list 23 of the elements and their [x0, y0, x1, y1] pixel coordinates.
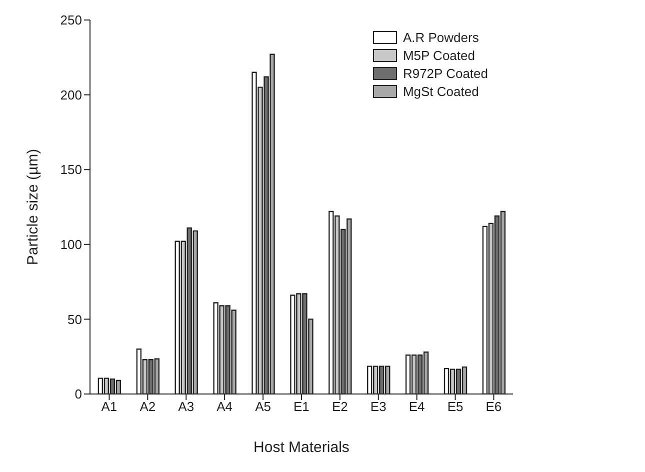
y-tick-label: 250 [60, 12, 82, 28]
x-tick-label: E3 [370, 399, 386, 414]
legend-label: R972P Coated [402, 66, 488, 81]
x-tick-label: A3 [178, 399, 194, 414]
x-tick-label: E5 [447, 399, 464, 414]
x-tick-label: A2 [140, 399, 156, 414]
legend-label: A.R Powders [402, 30, 479, 45]
x-tick-label: A5 [255, 399, 271, 414]
y-tick-label: 100 [60, 237, 82, 252]
legend-label: MgSt Coated [402, 84, 479, 99]
y-axis-title: Particle size (µm) [24, 148, 42, 266]
y-tick-label: 0 [74, 386, 82, 402]
x-tick-label: E6 [486, 399, 502, 414]
x-tick-label: E2 [332, 399, 348, 414]
x-axis-title: Host Materials [254, 439, 350, 456]
legend-label: M5P Coated [402, 48, 475, 63]
x-tick-label: A1 [101, 399, 118, 414]
y-tick-label: 50 [68, 312, 82, 327]
x-tick-label: A4 [216, 399, 233, 414]
y-tick-label: 200 [60, 87, 82, 102]
x-tick-label: E1 [294, 399, 310, 414]
y-tick-label: 150 [60, 162, 82, 178]
x-tick-label: E4 [408, 399, 425, 414]
